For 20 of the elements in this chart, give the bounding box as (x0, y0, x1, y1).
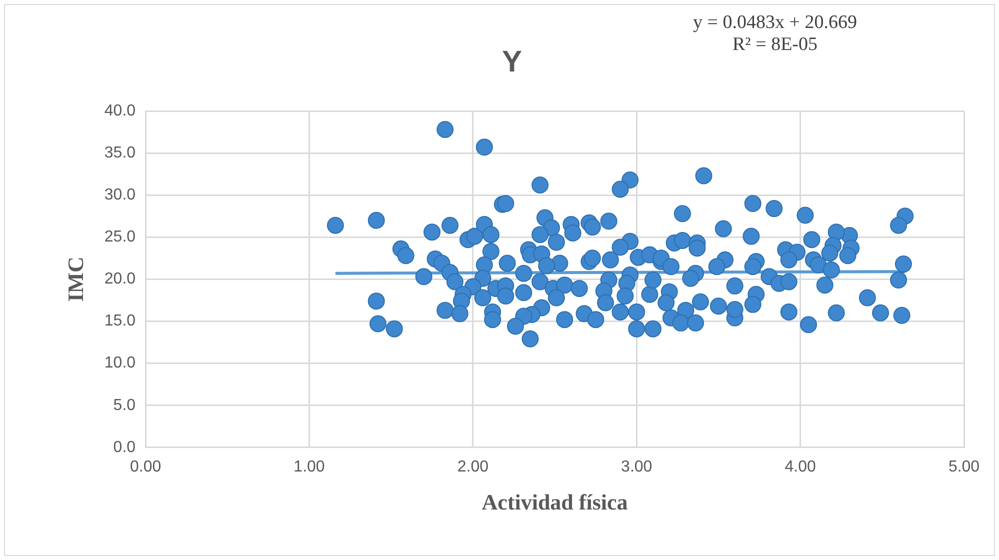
y-tick-label: 15.0 (104, 312, 136, 330)
x-tick-label: 1.00 (294, 458, 325, 476)
y-axis-title: IMC (62, 256, 88, 302)
x-tick-label: 3.00 (621, 458, 652, 476)
y-tick-label: 0.0 (113, 438, 136, 456)
y-tick-label: 25.0 (104, 228, 136, 246)
x-tick-label: 0.00 (130, 458, 162, 476)
y-tick-label: 30.0 (104, 186, 136, 204)
text: R² = 8E-05 (732, 34, 818, 55)
y-tick-label: 40.0 (104, 102, 136, 120)
y-tick-label: 20.0 (104, 270, 136, 288)
x-axis-title: Actividad física (482, 489, 628, 514)
x-tick-label: 5.00 (948, 458, 980, 476)
y-tick-label: 10.0 (104, 354, 136, 372)
chart-title: Y (502, 45, 522, 78)
y-tick-label: 5.0 (113, 396, 136, 414)
text: y = 0.0483x + 20.669 (693, 12, 857, 33)
x-tick-label: 4.00 (784, 458, 816, 476)
y-tick-label: 35.0 (104, 144, 136, 162)
x-tick-label: 2.00 (457, 458, 489, 476)
